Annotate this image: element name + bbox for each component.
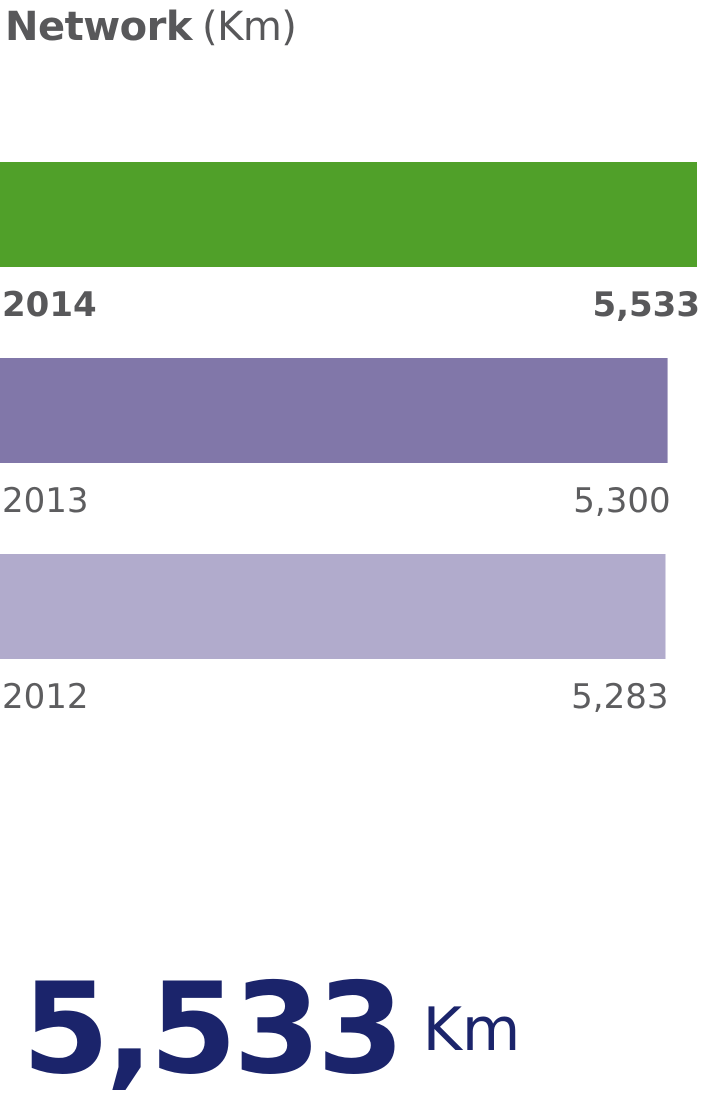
category-label-2013: 2013 [2, 481, 89, 521]
bar-chart: 2014 5,533 2013 5,300 2012 5,283 [0, 162, 700, 717]
category-label-2014: 2014 [2, 285, 97, 325]
bar-2012 [0, 554, 666, 659]
headline-unit: Km [422, 995, 521, 1065]
chart-title: Network (Km) [5, 4, 297, 50]
bar-2014 [0, 162, 697, 267]
category-label-2012: 2012 [2, 677, 89, 717]
headline-value: 5,533 [22, 955, 405, 1102]
bar-2013 [0, 358, 668, 463]
value-label-2013: 5,300 [573, 481, 670, 521]
value-label-2014: 5,533 [592, 285, 700, 325]
value-label-2012: 5,283 [571, 677, 668, 717]
headline-total: 5,533 Km [22, 966, 520, 1092]
chart-title-main: Network [5, 4, 193, 50]
chart-title-unit: (Km) [202, 4, 297, 50]
